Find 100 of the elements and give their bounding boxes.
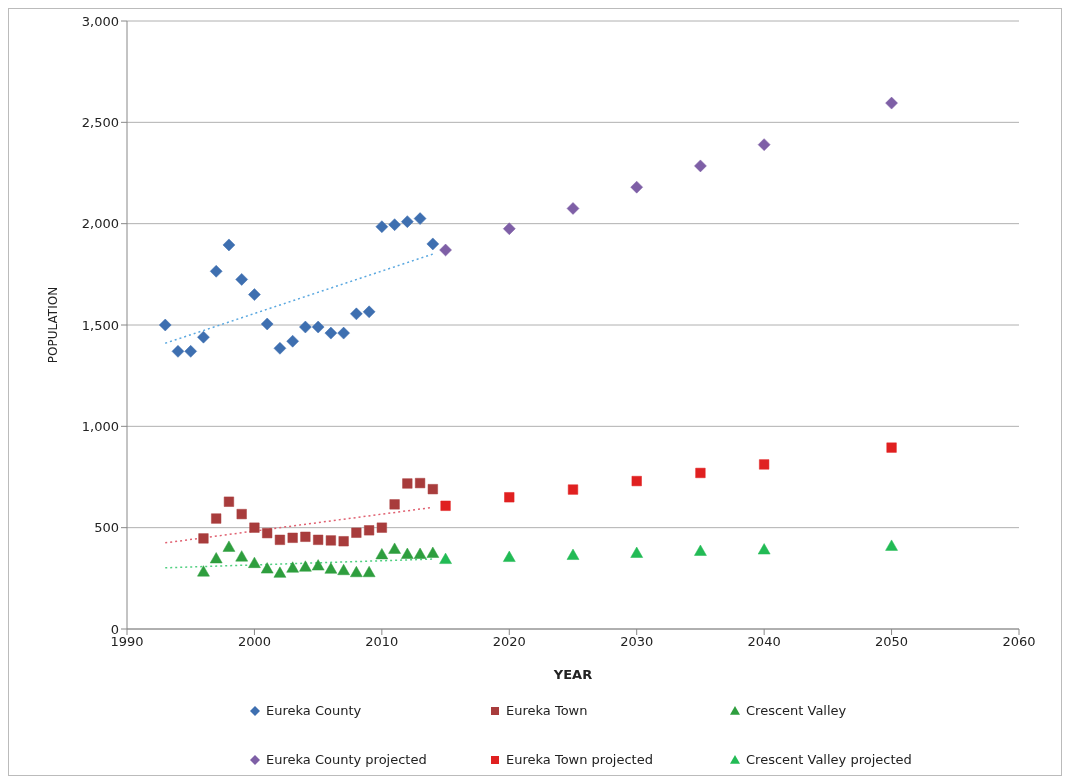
point xyxy=(197,330,210,344)
x-tick-label: 2030 xyxy=(620,634,654,650)
point xyxy=(759,459,770,470)
point xyxy=(184,345,197,358)
point xyxy=(171,345,185,358)
point xyxy=(413,212,427,225)
point xyxy=(630,546,643,558)
point xyxy=(222,238,236,252)
point xyxy=(273,566,287,578)
point xyxy=(211,513,222,524)
point xyxy=(415,478,426,489)
point xyxy=(389,499,400,510)
point xyxy=(248,288,261,301)
legend-label: Crescent Valley projected xyxy=(746,752,912,767)
point xyxy=(337,326,350,340)
point xyxy=(757,138,771,151)
point xyxy=(198,533,209,544)
point xyxy=(440,500,451,511)
point xyxy=(300,531,311,542)
point xyxy=(274,534,285,545)
y-tick-label: 1,500 xyxy=(81,317,119,333)
legend-label: Eureka County projected xyxy=(266,752,427,767)
point xyxy=(262,528,273,539)
point xyxy=(503,222,516,235)
point xyxy=(286,334,299,348)
point xyxy=(375,548,389,560)
point xyxy=(885,539,898,551)
point xyxy=(286,561,299,573)
point xyxy=(311,320,325,334)
point xyxy=(631,476,642,487)
point xyxy=(388,542,401,554)
legend-label: Eureka Town projected xyxy=(506,752,653,767)
x-tick-label: 2000 xyxy=(237,634,271,650)
point xyxy=(287,532,298,543)
point xyxy=(337,563,350,575)
x-axis-title: YEAR xyxy=(552,667,593,682)
y-axis-title: POPULATION xyxy=(46,286,61,364)
point xyxy=(311,559,325,571)
point xyxy=(209,265,223,278)
point xyxy=(694,159,707,173)
point xyxy=(313,534,324,545)
point xyxy=(362,305,376,319)
x-tick-label: 2040 xyxy=(747,634,781,650)
x-tick-label: 2010 xyxy=(365,634,399,650)
point xyxy=(236,509,247,520)
point xyxy=(338,536,349,547)
point xyxy=(566,202,580,215)
point xyxy=(567,484,579,495)
point xyxy=(439,243,452,257)
point xyxy=(427,484,438,495)
point xyxy=(351,527,362,538)
point xyxy=(235,273,248,286)
point xyxy=(401,215,414,228)
point xyxy=(439,552,452,564)
y-tick-label: 0 xyxy=(110,621,119,637)
x-tick-label: 2020 xyxy=(492,634,526,650)
point xyxy=(158,318,172,332)
point xyxy=(350,566,363,577)
point xyxy=(375,220,389,233)
point xyxy=(376,522,387,533)
point xyxy=(504,492,515,503)
point xyxy=(402,478,413,489)
point xyxy=(757,543,771,555)
point xyxy=(222,540,236,552)
point xyxy=(235,550,248,562)
point xyxy=(885,96,898,110)
point xyxy=(325,535,336,546)
y-tick-label: 2,500 xyxy=(81,114,119,130)
point xyxy=(248,556,261,568)
point xyxy=(413,547,427,559)
point xyxy=(197,565,210,577)
x-tick-label: 2060 xyxy=(1002,634,1036,650)
point xyxy=(324,326,338,340)
point xyxy=(401,547,414,559)
point xyxy=(630,180,643,194)
point xyxy=(886,442,897,453)
legend-label: Eureka Town xyxy=(506,703,588,718)
point xyxy=(566,548,580,560)
point xyxy=(299,560,312,572)
point xyxy=(426,237,440,251)
point xyxy=(260,317,274,331)
point xyxy=(362,566,376,577)
point xyxy=(503,550,516,562)
x-tick-label: 1990 xyxy=(110,634,144,650)
y-tick-label: 1,000 xyxy=(81,418,119,434)
y-tick-label: 3,000 xyxy=(81,13,119,29)
point xyxy=(388,218,401,231)
point xyxy=(324,562,338,574)
legend-label: Crescent Valley xyxy=(746,703,847,718)
point xyxy=(350,307,363,321)
point xyxy=(694,544,707,556)
point xyxy=(223,496,234,507)
point xyxy=(249,522,260,533)
point xyxy=(260,562,274,574)
point xyxy=(695,467,706,478)
legend-label: Eureka County xyxy=(266,703,362,718)
x-tick-label: 2050 xyxy=(875,634,909,650)
y-tick-label: 2,000 xyxy=(81,216,119,232)
point xyxy=(209,552,223,564)
point xyxy=(426,546,440,558)
